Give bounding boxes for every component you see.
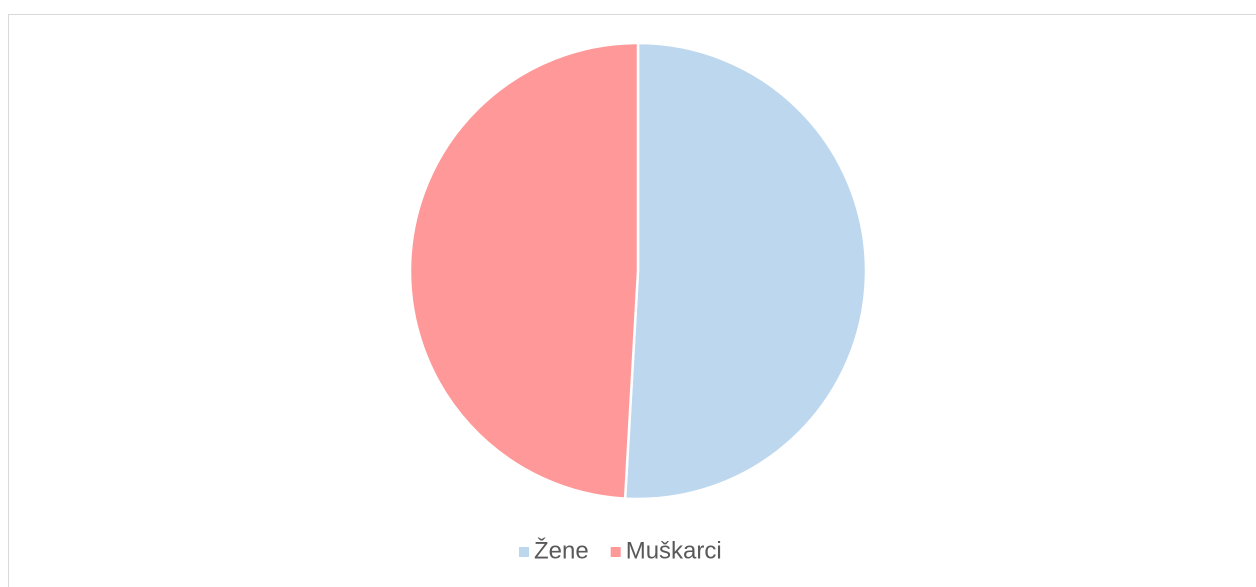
legend-label: Žene <box>534 537 589 564</box>
legend-swatch <box>610 547 621 557</box>
legend-label: Muškarci <box>626 537 722 564</box>
legend-swatch <box>519 547 529 557</box>
pie-slice <box>408 41 640 500</box>
pie-slice <box>623 41 868 501</box>
